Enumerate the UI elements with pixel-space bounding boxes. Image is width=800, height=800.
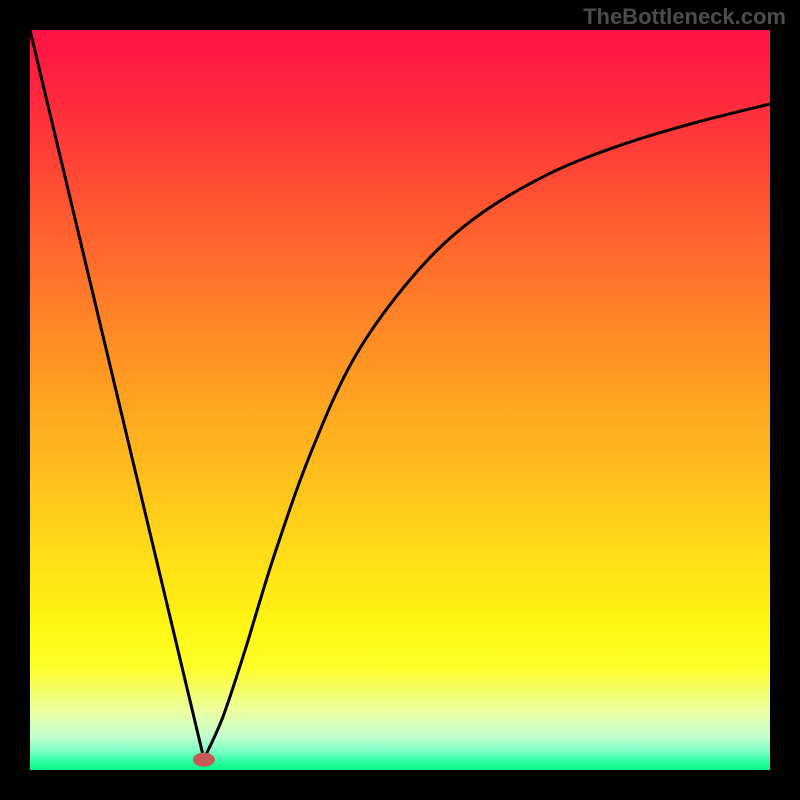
curve-layer <box>30 30 770 770</box>
chart-container: TheBottleneck.com <box>0 0 800 800</box>
bottleneck-curve <box>30 30 770 759</box>
attribution-text: TheBottleneck.com <box>583 4 786 30</box>
dip-marker <box>193 753 215 767</box>
plot-area <box>30 30 770 770</box>
